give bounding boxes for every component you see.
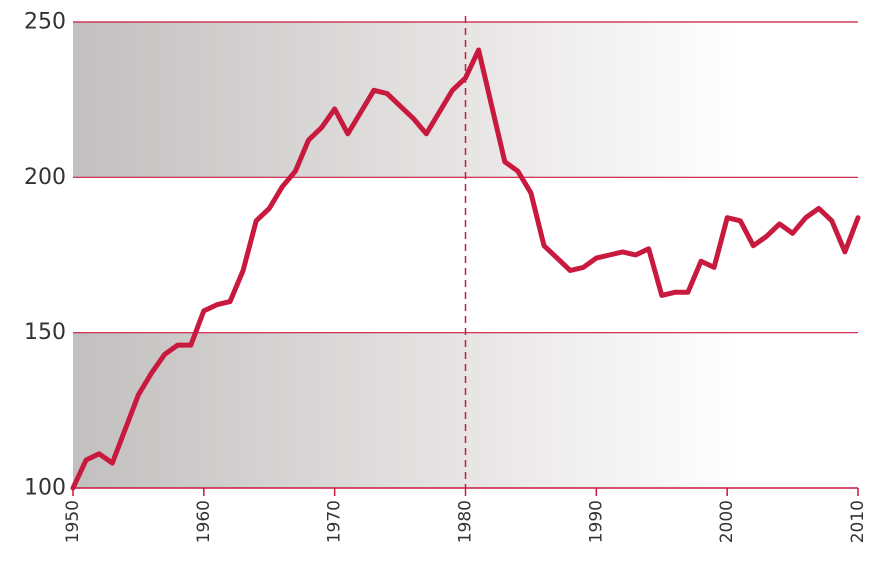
series-group bbox=[70, 47, 861, 491]
x-tick-label: 1980 bbox=[456, 500, 476, 543]
y-tick-label: 150 bbox=[24, 320, 66, 345]
series-line bbox=[70, 47, 861, 491]
x-axis bbox=[72, 487, 859, 496]
y-tick-labels: 100 150 200 250 bbox=[24, 10, 66, 501]
x-tick-label: 1970 bbox=[325, 500, 345, 543]
x-tick-label: 1960 bbox=[194, 500, 214, 543]
y-tick-label: 200 bbox=[24, 165, 66, 190]
x-tick-label: 2000 bbox=[717, 500, 737, 543]
x-tick-labels: 1950 1960 1970 1980 1990 2000 2010 bbox=[63, 500, 868, 543]
x-tick-label: 2010 bbox=[848, 500, 868, 543]
y-tick-label: 100 bbox=[24, 476, 66, 501]
y-tick-label: 250 bbox=[24, 10, 66, 35]
x-tick-label: 1950 bbox=[63, 500, 83, 543]
x-tick-label: 1990 bbox=[586, 500, 606, 543]
